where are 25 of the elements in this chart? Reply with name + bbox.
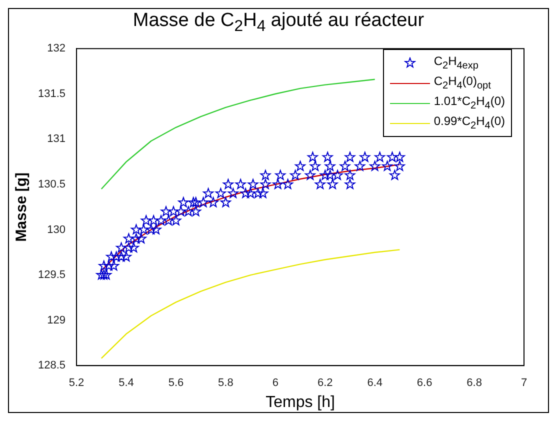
y-tick-label: 129.5: [38, 269, 66, 282]
y-tick-label: 131.5: [38, 88, 66, 100]
x-axis-title: Temps [h]: [266, 394, 335, 411]
y-tick-label: 129: [47, 314, 66, 326]
y-tick-label: 130: [47, 224, 66, 236]
x-tick-label: 5.6: [168, 377, 184, 390]
x-tick-label: 5.4: [118, 377, 134, 390]
y-tick-label: 132: [47, 42, 66, 55]
y-tick-label: 131: [47, 133, 66, 146]
chart-title: Masse de C$_{2}$H$_{4}$ ajouté au réacteur: [132, 9, 426, 37]
y-tick-label: 128.5: [38, 360, 66, 372]
x-tick-label: 6.2: [317, 377, 333, 390]
x-tick-label: 6: [272, 377, 278, 390]
x-tick-label: 7: [520, 377, 528, 390]
legend-label: C$_{2}$H$_{4}$(0)$_{opt}$: [434, 74, 491, 92]
legend-label: 1.01*C$_{2}$H$_{4}$(0): [434, 94, 505, 112]
y-axis-title: Masse [g]: [13, 172, 30, 242]
x-tick-label: 6.6: [416, 377, 432, 390]
x-tick-label: 6.4: [367, 377, 382, 390]
y-tick-label: 130.5: [38, 178, 66, 190]
x-tick-label: 5.8: [218, 377, 234, 390]
legend-label: C$_{2}$H$_{4exp}$: [434, 54, 478, 72]
x-tick-label: 6.8: [466, 377, 482, 390]
x-tick-label: 5.2: [68, 377, 84, 390]
legend-label: 0.99*C$_{2}$H$_{4}$(0): [434, 114, 505, 132]
